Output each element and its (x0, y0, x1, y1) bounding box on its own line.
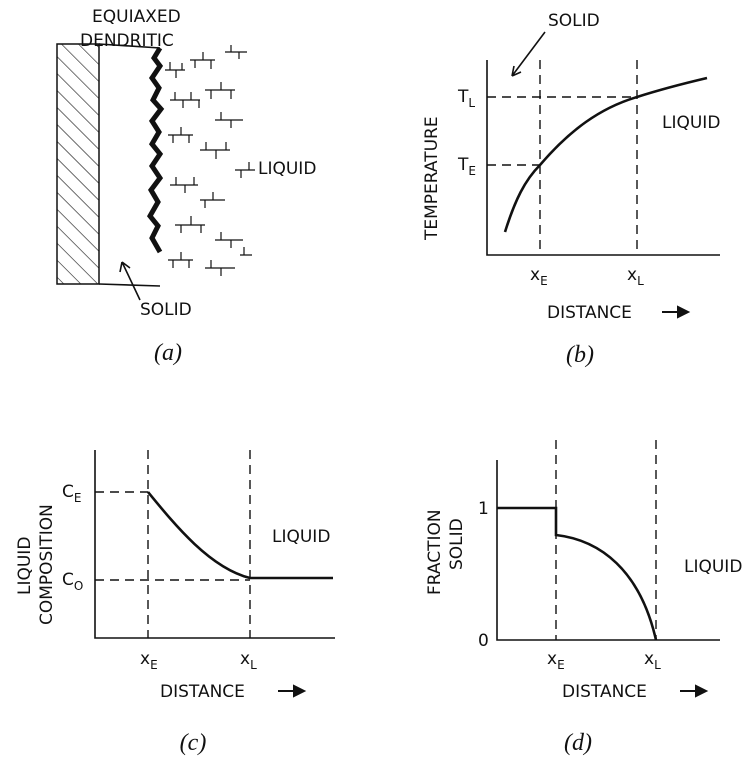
y-label: SOLID (447, 518, 467, 570)
caption: (a) (154, 340, 182, 366)
liquid-label: LIQUID (662, 113, 720, 133)
c-e: CE (62, 482, 81, 505)
arrow (278, 684, 307, 698)
caption: (c) (180, 730, 207, 756)
arrow (662, 305, 691, 319)
mold-wall (56, 43, 100, 285)
tick-one: 1 (478, 499, 489, 519)
panel-b: SOLID TEMPERATURE TL TE LIQUID xE xL DIS… (422, 11, 720, 368)
y-label: TEMPERATURE (422, 116, 442, 241)
y-label: LIQUID (15, 537, 35, 595)
solid-label: SOLID (548, 11, 600, 31)
solid-label: SOLID (140, 300, 192, 320)
caption: (b) (566, 342, 594, 368)
title-line: EQUIAXED (92, 7, 181, 27)
liquid-label: LIQUID (258, 159, 316, 179)
t-l: TL (457, 87, 475, 110)
axes (486, 60, 720, 256)
temperature-curve (503, 76, 708, 233)
guide-lines (487, 60, 638, 255)
guide-lines (555, 440, 657, 640)
solid-outline (98, 43, 161, 287)
y-label: FRACTION (425, 509, 445, 595)
x-label: DISTANCE (547, 303, 632, 323)
fraction-curve (497, 506, 658, 641)
x-l: xL (627, 265, 644, 288)
panel-c: LIQUID COMPOSITION CE CO LIQUID xE xL DI… (15, 450, 335, 756)
x-e: xE (547, 649, 565, 672)
composition-curve (146, 491, 333, 580)
arrow (511, 31, 546, 77)
panel-d: FRACTION SOLID 1 0 LIQUID xE xL DISTANCE… (425, 440, 742, 756)
tick-zero: 0 (478, 631, 489, 651)
axes (496, 460, 720, 641)
title-line: DENDRITIC (80, 31, 174, 51)
x-e: xE (140, 649, 158, 672)
arrow (119, 261, 141, 301)
liquid-label: LIQUID (684, 557, 742, 577)
arrow (680, 684, 709, 698)
x-label: DISTANCE (160, 682, 245, 702)
y-label: COMPOSITION (37, 504, 57, 625)
axes (94, 450, 335, 639)
guide-lines (95, 450, 251, 638)
x-label: DISTANCE (562, 682, 647, 702)
t-e: TE (457, 155, 476, 178)
x-l: xL (240, 649, 257, 672)
solidification-front (146, 46, 165, 254)
dendrites (165, 45, 255, 276)
c-o: CO (62, 570, 83, 593)
x-l: xL (644, 649, 661, 672)
x-e: xE (530, 265, 548, 288)
panel-a: EQUIAXED DENDRITIC LIQUID SOLID (a) (56, 7, 316, 366)
liquid-label: LIQUID (272, 527, 330, 547)
caption: (d) (564, 730, 592, 756)
